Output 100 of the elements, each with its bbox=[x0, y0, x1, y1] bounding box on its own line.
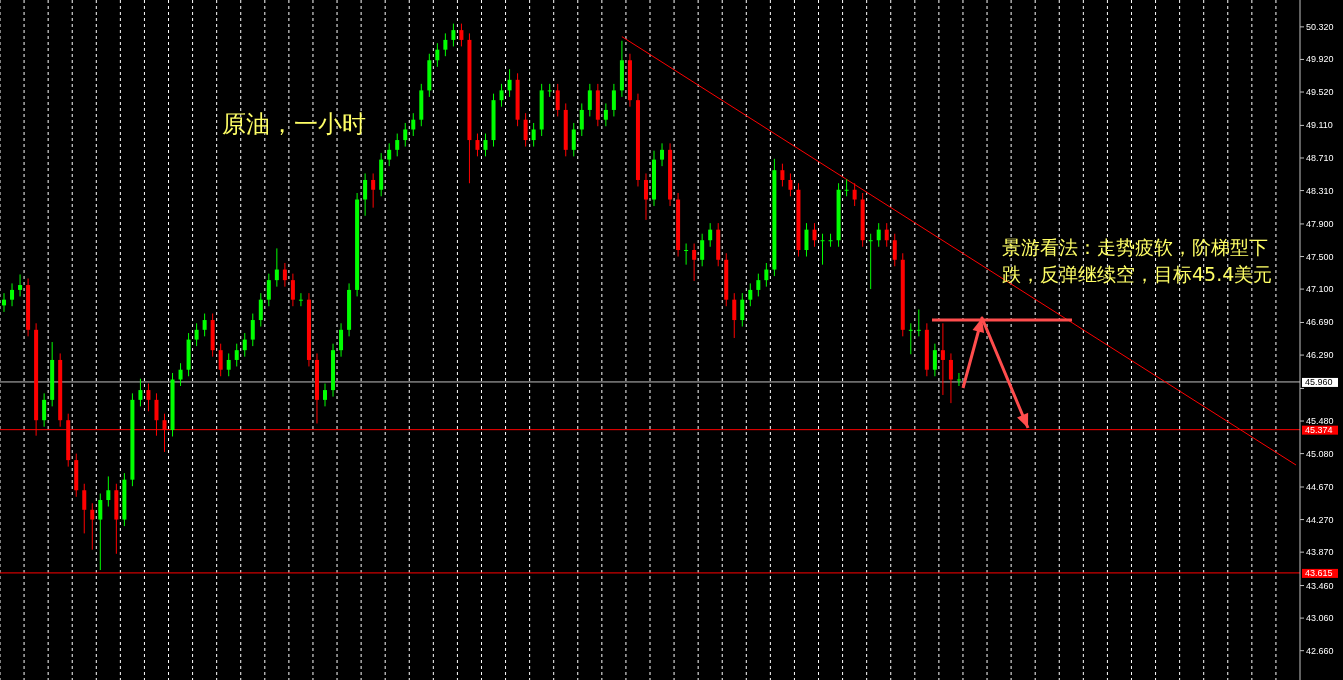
candlestick bbox=[82, 483, 87, 534]
candlestick bbox=[603, 102, 608, 127]
annotation: 景游看法：走势疲软，阶梯型下跌，反弹继续空，目标45.4美元 bbox=[1002, 235, 1274, 287]
candlestick bbox=[194, 322, 199, 347]
candlestick bbox=[218, 343, 223, 377]
candlestick bbox=[708, 222, 713, 248]
candlestick bbox=[948, 352, 953, 404]
candlestick bbox=[290, 273, 295, 307]
candlestick bbox=[692, 243, 697, 282]
candlestick bbox=[555, 83, 560, 117]
y-tick-label: 49.920 bbox=[1306, 54, 1334, 65]
y-tick-label: 47.900 bbox=[1306, 218, 1334, 229]
candlestick bbox=[258, 292, 263, 328]
candlestick bbox=[138, 378, 143, 407]
candlestick bbox=[339, 322, 344, 358]
y-tick-label: 50.320 bbox=[1306, 21, 1334, 32]
y-tick-label: 47.100 bbox=[1306, 284, 1334, 295]
y-tick-label: 48.710 bbox=[1306, 152, 1334, 163]
candlestick bbox=[684, 243, 689, 266]
candlestick bbox=[266, 273, 271, 307]
y-tick-label: 47.500 bbox=[1306, 251, 1334, 262]
candlestick bbox=[764, 262, 769, 288]
y-tick-label: 43.460 bbox=[1306, 580, 1334, 591]
candlestick bbox=[940, 322, 945, 396]
candlestick bbox=[740, 292, 745, 328]
y-tick-label: 45.480 bbox=[1306, 416, 1334, 427]
ref-line-label: 45.960 bbox=[1305, 377, 1333, 388]
candlestick bbox=[146, 383, 151, 412]
y-tick-label: 42.660 bbox=[1306, 645, 1334, 656]
y-tick-label: 43.870 bbox=[1306, 547, 1334, 558]
candlestick bbox=[531, 122, 536, 148]
candlestick bbox=[10, 282, 15, 307]
y-tick-label: 44.670 bbox=[1306, 481, 1334, 492]
y-tick-label: 49.110 bbox=[1306, 120, 1333, 131]
candlestick bbox=[844, 178, 849, 197]
candlestick bbox=[507, 68, 512, 98]
ref-line-label: 45.374 bbox=[1305, 425, 1333, 436]
candlestick bbox=[547, 83, 552, 98]
candlestick bbox=[732, 292, 737, 339]
candlestick bbox=[587, 83, 592, 117]
y-tick-label: 44.270 bbox=[1306, 514, 1334, 525]
text: 原油，一小时 bbox=[222, 109, 366, 140]
candlestick bbox=[956, 372, 961, 387]
candlestick bbox=[892, 233, 897, 267]
y-tick-label: 46.690 bbox=[1306, 317, 1334, 328]
candlestick bbox=[387, 142, 392, 167]
candlestick bbox=[234, 343, 239, 367]
y-tick-label: 43.060 bbox=[1306, 613, 1334, 624]
candlestick bbox=[90, 502, 95, 551]
candlestick bbox=[499, 83, 504, 108]
candlestick bbox=[828, 233, 833, 248]
candlestick bbox=[42, 392, 47, 428]
candlestick bbox=[916, 308, 921, 337]
candlestick bbox=[371, 172, 376, 209]
candlestick bbox=[250, 313, 255, 347]
candlestick bbox=[363, 172, 368, 217]
candlestick bbox=[748, 282, 753, 307]
candlestick bbox=[459, 23, 464, 47]
candlestick bbox=[932, 343, 937, 377]
candlestick bbox=[780, 163, 785, 187]
y-tick-label: 46.290 bbox=[1306, 350, 1334, 361]
candlestick bbox=[403, 122, 408, 148]
candlestick bbox=[451, 23, 456, 47]
candlestick bbox=[571, 122, 576, 157]
candlestick bbox=[611, 83, 616, 117]
candlestick bbox=[443, 32, 448, 57]
candlestick bbox=[660, 142, 665, 167]
candlestick bbox=[282, 262, 287, 288]
candlestick bbox=[868, 233, 873, 290]
candlestick bbox=[274, 247, 279, 288]
candlestick bbox=[643, 172, 648, 221]
y-tick-label: 49.520 bbox=[1306, 87, 1334, 98]
candlestick bbox=[411, 112, 416, 137]
candlestick bbox=[820, 233, 825, 266]
candlestick bbox=[202, 313, 207, 337]
candlestick bbox=[483, 133, 488, 157]
y-tick-label: 48.310 bbox=[1306, 185, 1334, 196]
candlestick bbox=[178, 362, 183, 387]
ref-line-label: 43.615 bbox=[1305, 568, 1333, 579]
candlestick bbox=[298, 292, 303, 307]
candlestick bbox=[579, 102, 584, 137]
y-tick-label: 45.080 bbox=[1306, 448, 1334, 459]
candlestick bbox=[788, 172, 793, 197]
candlestick bbox=[98, 493, 103, 571]
candlestick bbox=[242, 332, 247, 358]
candlestick bbox=[395, 133, 400, 157]
candlestick bbox=[852, 182, 857, 207]
candlestick bbox=[756, 273, 761, 297]
candlestick bbox=[475, 133, 480, 157]
candlestick bbox=[435, 42, 440, 68]
candlestick bbox=[106, 475, 111, 508]
candlestick bbox=[884, 222, 889, 248]
candlestick bbox=[812, 222, 817, 248]
candlestick bbox=[523, 112, 528, 148]
candlestick bbox=[226, 352, 231, 377]
candlestick bbox=[876, 222, 881, 248]
candlestick bbox=[908, 322, 913, 355]
candlestick bbox=[322, 383, 328, 407]
candlestick bbox=[18, 273, 23, 297]
candlestick bbox=[700, 233, 705, 267]
